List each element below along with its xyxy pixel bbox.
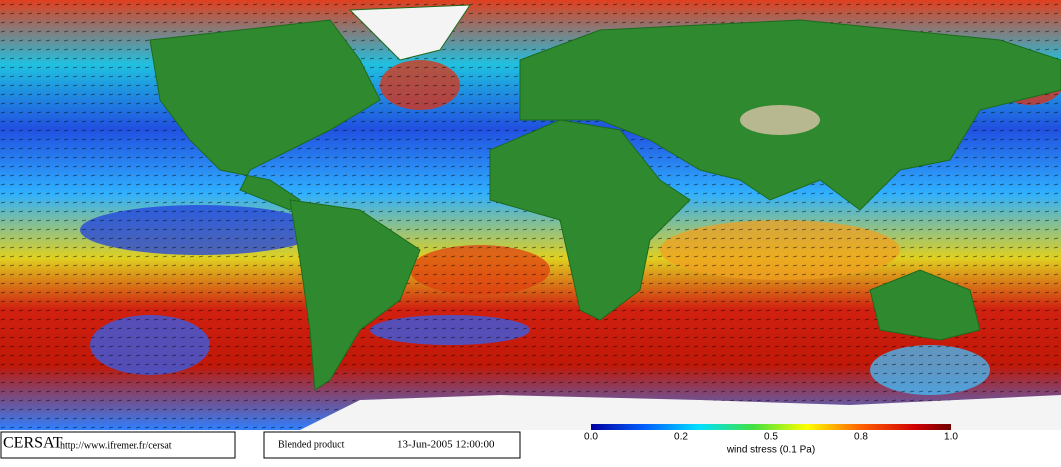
colorbar-label: 0.5	[764, 432, 778, 443]
url: http://www.ifremer.fr/cersat	[60, 440, 172, 451]
colorbar-label: 0.0	[584, 432, 598, 443]
logo: CERSAT	[3, 435, 63, 452]
antarctica	[300, 395, 1061, 430]
colorbar-label: 0.2	[674, 432, 688, 443]
colorbar-label: 0.8	[854, 432, 868, 443]
logo-box	[0, 431, 236, 459]
colorbar-label: 1.0	[944, 432, 958, 443]
product: Blended product	[278, 439, 345, 450]
colorbar-title: wind stress (0.1 Pa)	[726, 445, 815, 456]
continents	[149, 4, 1061, 391]
product-box	[263, 431, 521, 459]
colorbar	[591, 424, 951, 430]
colorbar-labels: 0.0 0.2 0.5 0.8 1.0	[584, 432, 958, 443]
date: 13-Jun-2005 12:00:00	[397, 439, 495, 451]
